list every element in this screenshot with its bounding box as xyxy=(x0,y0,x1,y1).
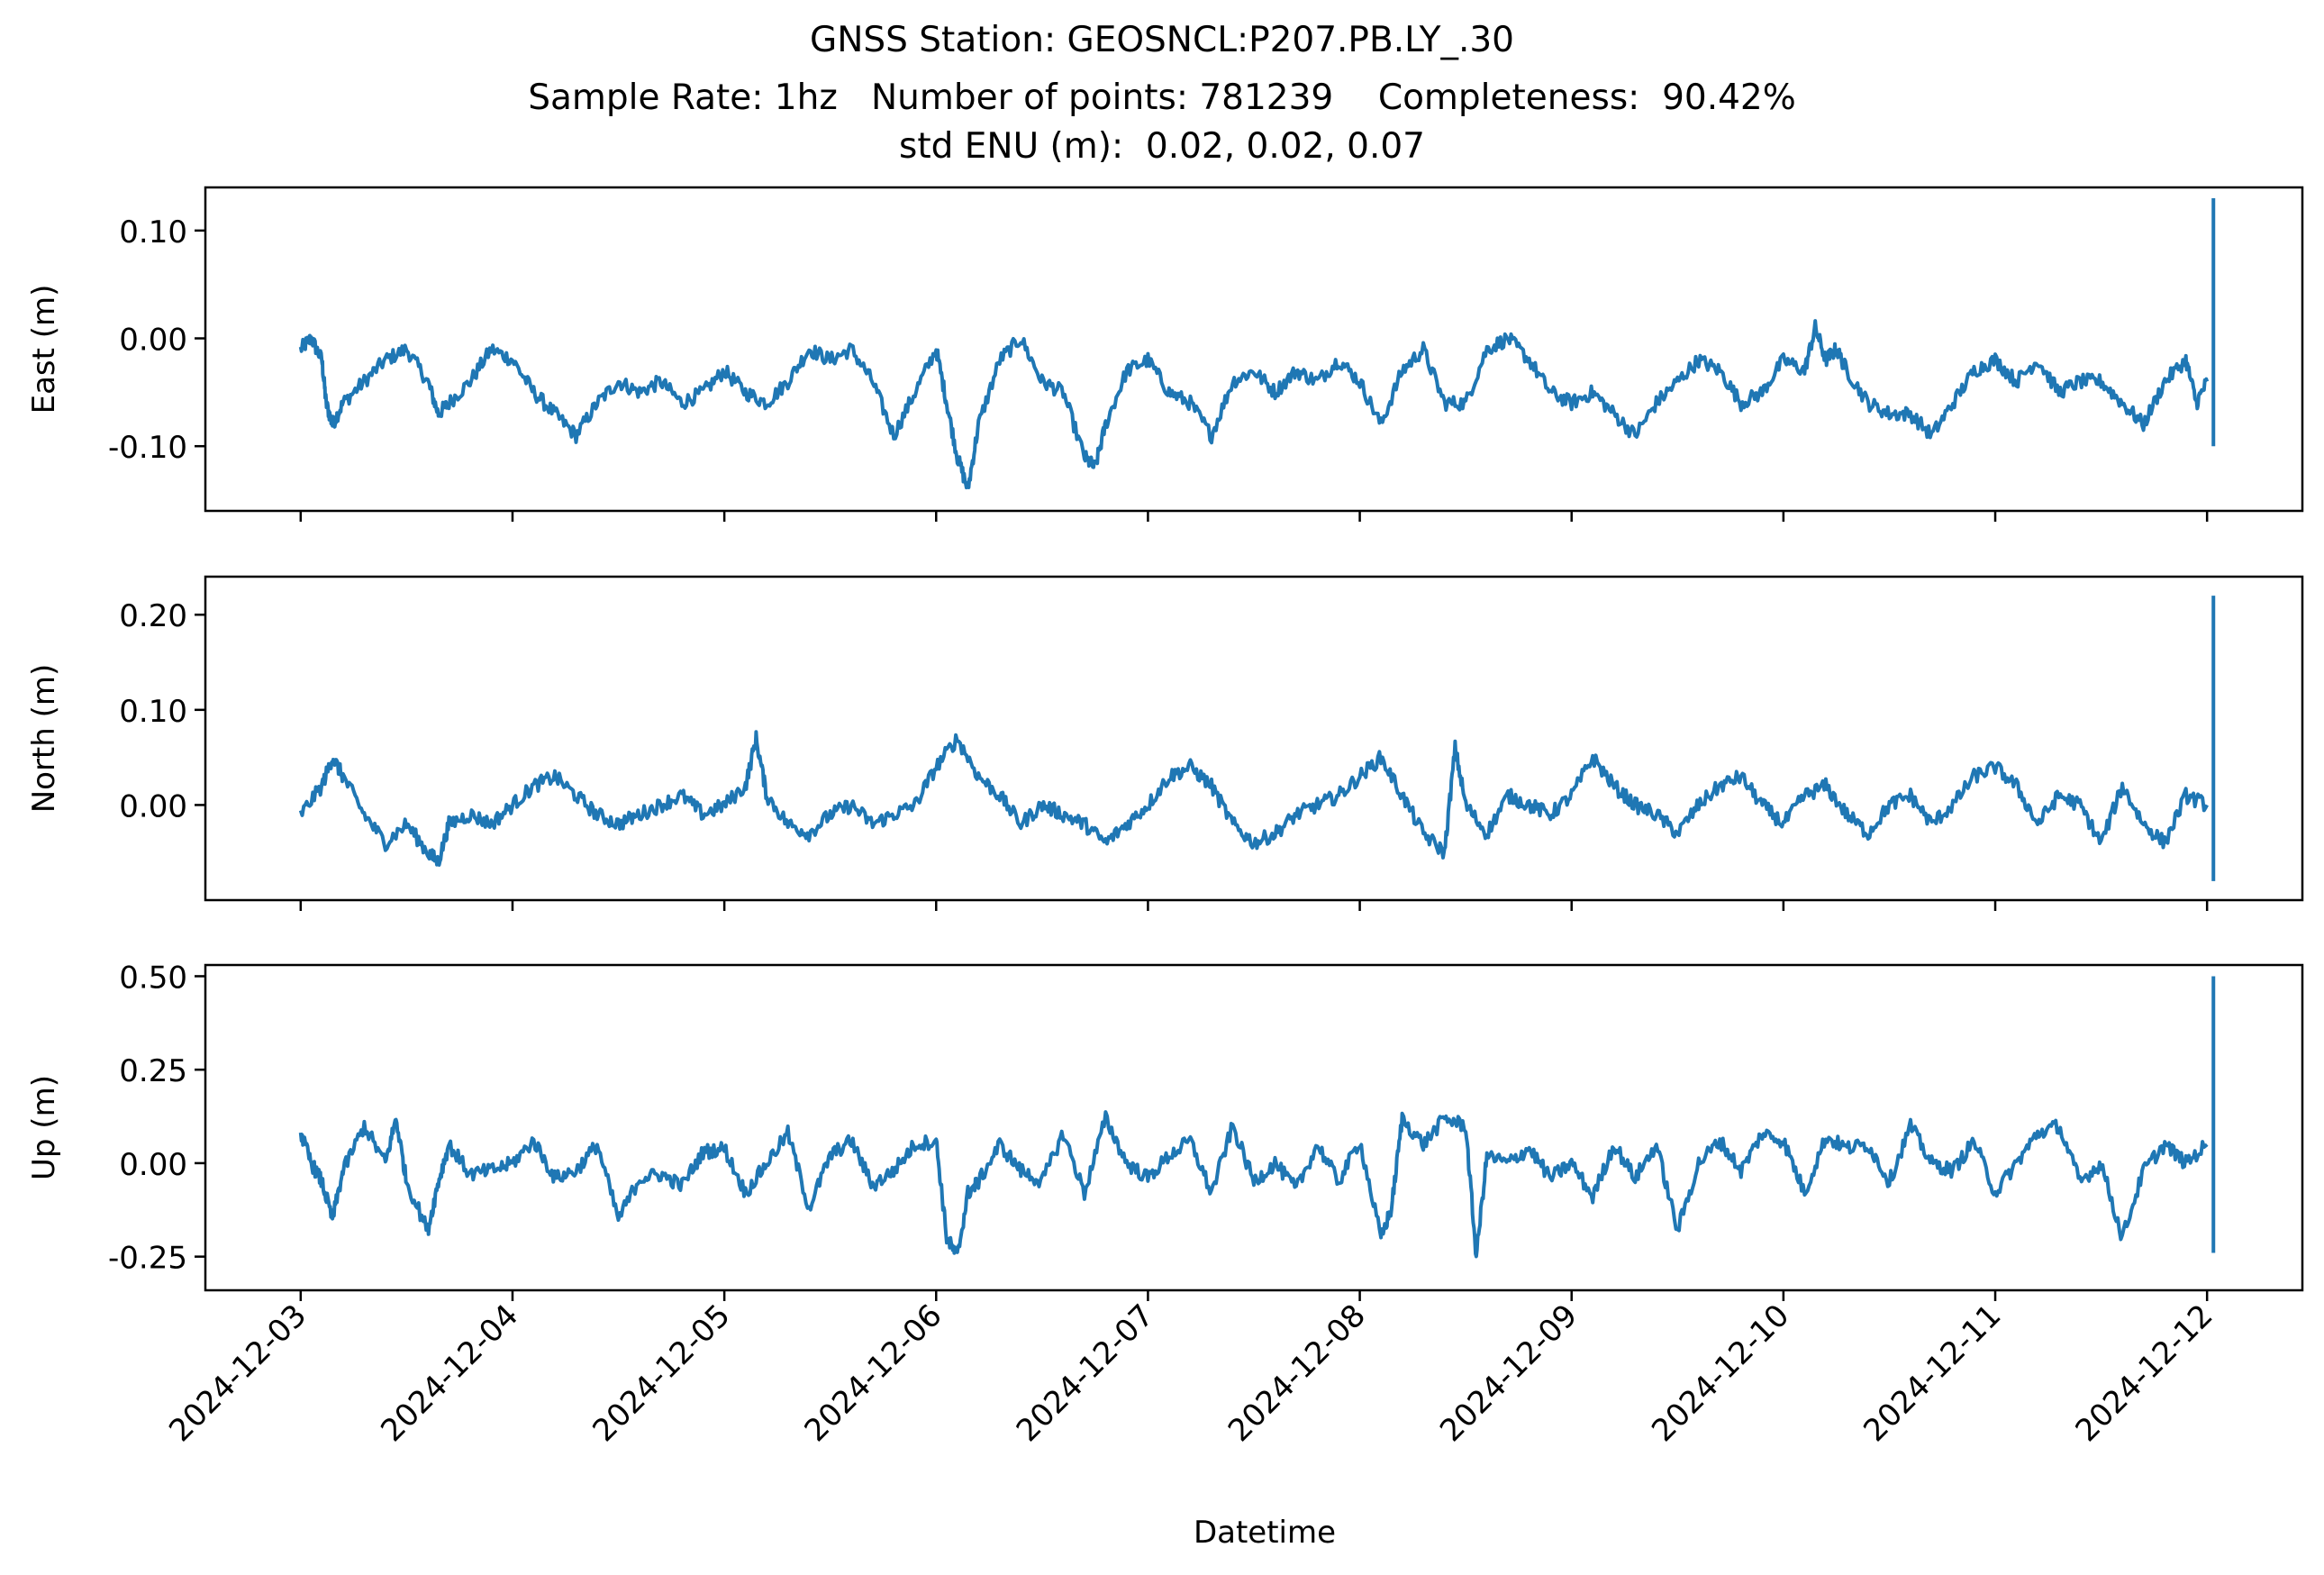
axes-frame-east xyxy=(204,186,2304,513)
y-tick-label: 0.50 xyxy=(119,960,187,996)
y-axis-label: East (m) xyxy=(26,285,62,414)
y-tick-label: 0.00 xyxy=(119,788,187,824)
y-tick-label: 0.25 xyxy=(119,1053,187,1089)
y-axis-label: Up (m) xyxy=(26,1075,62,1180)
chart-title-stats: Sample Rate: 1hz Number of points: 78123… xyxy=(528,77,1796,118)
series-line-east xyxy=(298,319,2210,490)
x-tick-label: 2024-12-05 xyxy=(586,1297,737,1449)
x-tick-label: 2024-12-07 xyxy=(1010,1297,1161,1449)
x-tick-label: 2024-12-12 xyxy=(2069,1297,2220,1449)
y-tick-label: 0.10 xyxy=(119,694,187,730)
x-axis-label: Datetime xyxy=(1194,1515,1336,1551)
x-tick-label: 2024-12-03 xyxy=(162,1297,313,1449)
x-tick-label: 2024-12-06 xyxy=(798,1297,949,1449)
panel-east: 0.10 0.00 -0.10 East (m) xyxy=(26,186,2304,522)
chart-title-station: GNSS Station: GEOSNCL:P207.PB.LY_.30 xyxy=(810,20,1514,60)
y-tick-label: -0.10 xyxy=(108,430,187,466)
y-tick-label: 0.10 xyxy=(119,214,187,250)
chart-title-std: std ENU (m): 0.02, 0.02, 0.07 xyxy=(899,126,1425,167)
panel-north: 0.20 0.10 0.00 North (m) xyxy=(26,575,2304,911)
y-tick-label: 0.00 xyxy=(119,1147,187,1183)
y-axis-label: North (m) xyxy=(26,664,62,814)
x-tick-label: 2024-12-11 xyxy=(1856,1297,2008,1449)
x-tick-label: 2024-12-10 xyxy=(1645,1297,1796,1449)
y-tick-label: 0.00 xyxy=(119,323,187,359)
panel-up: 0.50 0.25 0.00 -0.25 Up (m) 2024-12-03 2024-12… xyxy=(26,960,2304,1551)
x-tick-label: 2024-12-09 xyxy=(1433,1297,1584,1449)
x-tick-label: 2024-12-08 xyxy=(1221,1297,1373,1449)
series-line-up xyxy=(298,1110,2209,1259)
series-line-north xyxy=(298,730,2209,867)
axes-frame-north xyxy=(204,575,2304,902)
y-tick-label: -0.25 xyxy=(108,1241,187,1277)
x-tick-label: 2024-12-04 xyxy=(374,1297,525,1449)
y-tick-label: 0.20 xyxy=(119,598,187,634)
axes-frame-up xyxy=(204,963,2304,1292)
